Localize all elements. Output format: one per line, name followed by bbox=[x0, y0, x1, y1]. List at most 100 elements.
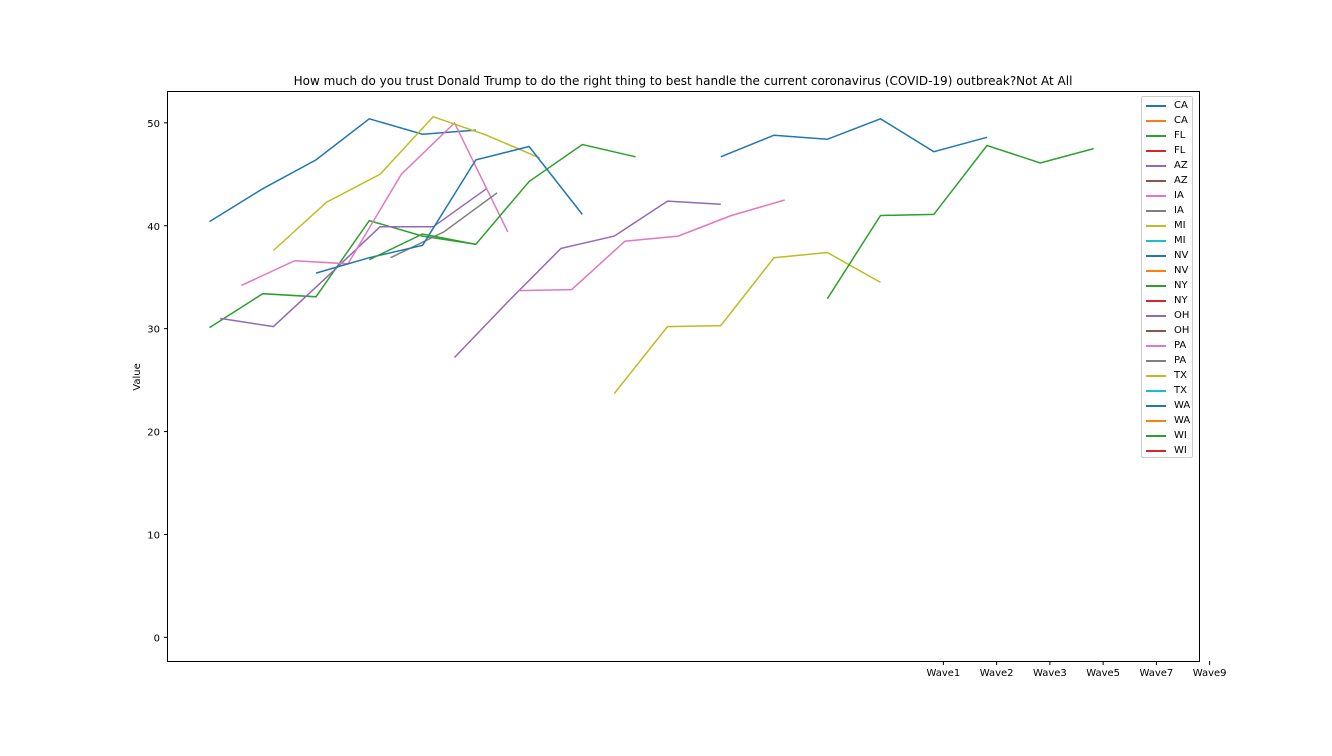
legend-swatch bbox=[1146, 179, 1166, 182]
y-tick-label: 10 bbox=[147, 530, 160, 541]
legend-label: AZ bbox=[1174, 175, 1188, 186]
chart-title: How much do you trust Donald Trump to do… bbox=[294, 74, 1073, 88]
y-tick-label: 50 bbox=[147, 119, 160, 130]
series-line-wi-22 bbox=[826, 144, 1094, 300]
legend-swatch bbox=[1146, 389, 1166, 392]
legend-label: NV bbox=[1174, 250, 1189, 261]
legend-item: NV bbox=[1146, 263, 1188, 278]
y-axis-ticks: 0 10 20 30 40 50 bbox=[147, 119, 168, 644]
legend-swatch bbox=[1146, 224, 1166, 227]
legend-item: TX bbox=[1146, 368, 1187, 383]
legend-label: MI bbox=[1174, 235, 1186, 246]
series-line-pa-16 bbox=[518, 199, 785, 292]
legend-swatch bbox=[1146, 239, 1166, 242]
legend-swatch bbox=[1146, 329, 1166, 332]
legend-label: PA bbox=[1174, 340, 1187, 351]
legend-swatch bbox=[1146, 164, 1166, 167]
legend-swatch bbox=[1146, 284, 1166, 287]
legend-item: MI bbox=[1146, 218, 1186, 233]
series-line-ia-6 bbox=[241, 121, 509, 287]
x-tick-label: Wave3 bbox=[1033, 668, 1067, 679]
legend-swatch bbox=[1146, 254, 1166, 257]
series-lines bbox=[209, 115, 1094, 394]
legend-swatch bbox=[1146, 419, 1166, 422]
legend-swatch bbox=[1146, 359, 1166, 362]
legend-label: IA bbox=[1174, 190, 1184, 201]
legend-item: MI bbox=[1146, 233, 1186, 248]
legend-item: IA bbox=[1146, 203, 1184, 218]
series-line-wa-20 bbox=[720, 117, 988, 158]
legend-item: FL bbox=[1146, 128, 1185, 143]
legend-item: PA bbox=[1146, 353, 1186, 368]
legend-item: OH bbox=[1146, 308, 1189, 323]
legend-swatch bbox=[1146, 434, 1166, 437]
legend-label: WI bbox=[1174, 445, 1187, 456]
legend-item: OH bbox=[1146, 323, 1189, 338]
legend-swatch bbox=[1146, 149, 1166, 152]
legend-item: WA bbox=[1146, 413, 1190, 428]
legend-swatch bbox=[1146, 209, 1166, 212]
legend-swatch bbox=[1146, 119, 1166, 122]
series-line-ny-12 bbox=[368, 143, 636, 261]
legend-label: NV bbox=[1174, 265, 1189, 276]
legend-swatch bbox=[1146, 134, 1166, 137]
x-axis-ticks: Wave1 Wave2 Wave3 Wave5 Wave7 Wave9 bbox=[926, 661, 1227, 679]
legend-swatch bbox=[1146, 344, 1166, 347]
series-line-ca-0 bbox=[209, 117, 476, 223]
series-line-mi-8 bbox=[272, 115, 540, 252]
legend-label: IA bbox=[1174, 205, 1184, 216]
legend-label: CA bbox=[1174, 115, 1188, 126]
legend-label: PA bbox=[1174, 355, 1187, 366]
legend-item: FL bbox=[1146, 143, 1185, 158]
x-tick-label: Wave5 bbox=[1086, 668, 1120, 679]
legend-swatch bbox=[1146, 449, 1166, 452]
legend-item: AZ bbox=[1146, 173, 1188, 188]
legend-item: CA bbox=[1146, 113, 1188, 128]
x-tick-label: Wave1 bbox=[926, 668, 960, 679]
legend-swatch bbox=[1146, 269, 1166, 272]
series-line-oh-14 bbox=[453, 200, 721, 359]
series-line-nv-10 bbox=[315, 145, 583, 274]
x-tick-label: Wave7 bbox=[1139, 668, 1173, 679]
legend-label: TX bbox=[1174, 370, 1187, 381]
legend-label: FL bbox=[1174, 145, 1186, 156]
legend-swatch bbox=[1146, 299, 1166, 302]
legend-label: OH bbox=[1174, 325, 1190, 336]
legend-item: NV bbox=[1146, 248, 1188, 263]
legend-item: WI bbox=[1146, 443, 1187, 458]
series-line-tx-18 bbox=[613, 251, 881, 394]
legend-label: WI bbox=[1174, 430, 1187, 441]
y-tick-label: 20 bbox=[147, 428, 160, 439]
legend-label: CA bbox=[1174, 100, 1188, 111]
legend-item: NY bbox=[1146, 278, 1188, 293]
legend-label: OH bbox=[1174, 310, 1190, 321]
legend-label: AZ bbox=[1174, 160, 1188, 171]
legend-item: TX bbox=[1146, 383, 1187, 398]
x-tick-label: Wave2 bbox=[980, 668, 1014, 679]
y-tick-label: 30 bbox=[147, 325, 160, 336]
legend-item: WI bbox=[1146, 428, 1187, 443]
legend: CA CA FL FL AZ AZ IA IA MI MI NV NV NY NY OH OH PA PA TX TX… bbox=[1141, 96, 1193, 458]
series-line-ia-7 bbox=[390, 192, 498, 259]
legend-swatch bbox=[1146, 374, 1166, 377]
x-tick-label: Wave9 bbox=[1193, 668, 1227, 679]
legend-item: WA bbox=[1146, 398, 1190, 413]
series-line-az-4 bbox=[220, 188, 487, 328]
legend-label: NY bbox=[1174, 295, 1188, 306]
y-tick-label: 40 bbox=[147, 222, 160, 233]
legend-label: WA bbox=[1174, 400, 1191, 411]
plot-area-frame bbox=[167, 91, 1200, 662]
legend-item: PA bbox=[1146, 338, 1186, 353]
legend-item: IA bbox=[1146, 188, 1184, 203]
legend-swatch bbox=[1146, 314, 1166, 317]
legend-label: FL bbox=[1174, 130, 1186, 141]
y-tick-label: 0 bbox=[154, 633, 160, 644]
y-axis-label: Value bbox=[132, 363, 143, 390]
legend-item: AZ bbox=[1146, 158, 1188, 173]
legend-item: CA bbox=[1146, 98, 1188, 113]
legend-swatch bbox=[1146, 404, 1166, 407]
legend-swatch bbox=[1146, 104, 1166, 107]
legend-label: NY bbox=[1174, 280, 1188, 291]
legend-swatch bbox=[1146, 194, 1166, 197]
